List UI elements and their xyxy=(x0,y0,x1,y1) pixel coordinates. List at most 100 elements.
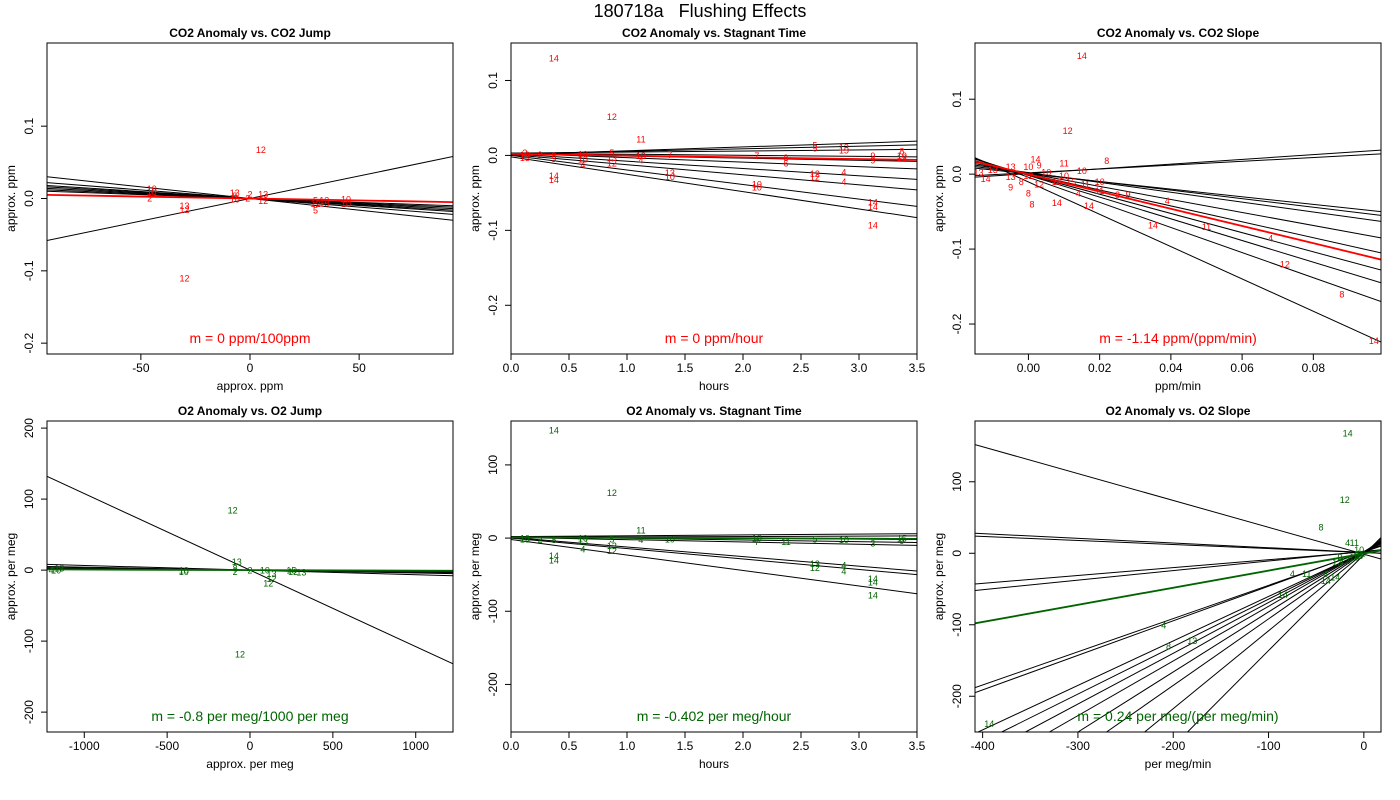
point-label: 14 xyxy=(549,556,559,566)
point-label: 14 xyxy=(981,174,991,184)
point-label: 8 xyxy=(232,191,237,201)
point-label: 4 xyxy=(841,561,846,571)
point-label: 14 xyxy=(549,171,559,181)
slope-annotation: m = -1.14 ppm/(ppm/min) xyxy=(1099,330,1257,346)
x-tick-label: 3.0 xyxy=(851,739,868,753)
point-label: 10 xyxy=(752,534,762,544)
point-label: 13 xyxy=(267,569,277,579)
y-tick-label: 0.0 xyxy=(486,147,500,164)
y-axis-label: approx. per meg xyxy=(4,533,18,620)
point-label: 12 xyxy=(1340,495,1350,505)
y-tick-label: 0.0 xyxy=(950,165,964,182)
point-label: 10 xyxy=(665,534,675,544)
fit-line xyxy=(975,535,1381,554)
fit-line xyxy=(975,166,1381,216)
point-label: 12 xyxy=(810,173,820,183)
figure-title: 180718a Flushing Effects xyxy=(593,1,807,21)
point-label: 13 xyxy=(607,153,617,163)
point-label: 4 xyxy=(1290,569,1295,579)
point-label: 10 xyxy=(260,566,270,576)
fit-line xyxy=(975,549,1381,591)
point-label: 10 xyxy=(1052,177,1062,187)
fit-line xyxy=(511,152,917,158)
point-label: 9 xyxy=(1037,161,1042,171)
x-tick-label: -300 xyxy=(1066,739,1090,753)
x-tick-label: -500 xyxy=(155,739,179,753)
fit-line xyxy=(511,536,917,546)
x-tick-label: 2.5 xyxy=(793,739,810,753)
x-axis-label: approx. ppm xyxy=(217,379,284,393)
x-tick-label: 0.00 xyxy=(1017,361,1041,375)
x-tick-label: 2.0 xyxy=(735,739,752,753)
point-label: 13 xyxy=(180,201,190,211)
point-label: 13 xyxy=(636,151,646,161)
x-tick-label: 0.5 xyxy=(561,739,578,753)
y-axis-label: approx. ppm xyxy=(932,165,946,232)
point-label: 14 xyxy=(868,591,878,601)
y-tick-label: -0.1 xyxy=(486,220,500,241)
point-label: 10 xyxy=(1354,545,1364,555)
point-label: 12 xyxy=(1340,556,1350,566)
chart-title: O2 Anomaly vs. O2 Slope xyxy=(1106,404,1251,418)
x-axis-label: hours xyxy=(699,757,729,771)
x-tick-label: 2.5 xyxy=(793,361,810,375)
point-label: 15 xyxy=(319,198,329,208)
fit-line xyxy=(511,154,917,191)
point-label: 15 xyxy=(286,566,296,576)
x-tick-label: 500 xyxy=(323,739,343,753)
y-tick-label: 200 xyxy=(22,418,36,438)
y-axis-label: approx. ppm xyxy=(4,165,18,232)
plot-frame xyxy=(46,420,454,733)
point-label: 12 xyxy=(810,169,820,179)
y-tick-label: -200 xyxy=(486,672,500,696)
mean-fit-line xyxy=(47,193,453,204)
point-label: 14 xyxy=(1278,590,1288,600)
point-label: 13 xyxy=(232,557,242,567)
x-axis-label: approx. per meg xyxy=(206,757,293,771)
y-tick-label: -100 xyxy=(22,629,36,653)
y-tick-label: -0.1 xyxy=(950,238,964,259)
x-tick-label: 1.5 xyxy=(677,361,694,375)
point-label: 14 xyxy=(1052,198,1062,208)
point-label: 13 xyxy=(296,568,306,578)
point-label: 10 xyxy=(1095,177,1105,187)
point-label: 10 xyxy=(230,195,240,205)
fit-line xyxy=(511,537,917,576)
point-label: 10 xyxy=(578,534,588,544)
slope-annotation: m = 0 ppm/100ppm xyxy=(189,330,310,346)
chart-title: O2 Anomaly vs. O2 Jump xyxy=(178,404,322,418)
point-label: 10 xyxy=(147,184,157,194)
point-label: 4 xyxy=(1076,188,1081,198)
point-label: 5 xyxy=(812,534,817,544)
point-label: 4 xyxy=(841,567,846,577)
point-label: 14 xyxy=(984,719,994,729)
x-tick-label: 0.08 xyxy=(1302,361,1326,375)
point-label: 10 xyxy=(179,567,189,577)
point-label: 13 xyxy=(974,167,984,177)
fit-line xyxy=(511,154,917,207)
x-tick-label: 50 xyxy=(352,361,366,375)
mean-fit-line xyxy=(511,153,917,161)
point-label: 8 xyxy=(551,535,556,545)
point-label: 8 xyxy=(1115,190,1120,200)
fit-line xyxy=(975,157,1381,303)
point-label: 12 xyxy=(1023,171,1033,181)
point-label: 10 xyxy=(839,535,849,545)
point-label: 11 xyxy=(636,134,645,144)
point-label: 8 xyxy=(1019,177,1024,187)
point-label: 8 xyxy=(783,153,788,163)
point-label: 14 xyxy=(1077,51,1087,61)
point-label: 10 xyxy=(752,182,762,192)
y-axis-label: approx. per meg xyxy=(932,533,946,620)
point-label: 2 xyxy=(233,567,238,577)
point-label: 11 xyxy=(636,526,645,536)
point-label: 12 xyxy=(1280,260,1290,270)
point-label: 10 xyxy=(1356,549,1366,559)
slope-annotation: m = -0.8 per meg/1000 per meg xyxy=(151,708,348,724)
fit-line xyxy=(975,544,1381,694)
